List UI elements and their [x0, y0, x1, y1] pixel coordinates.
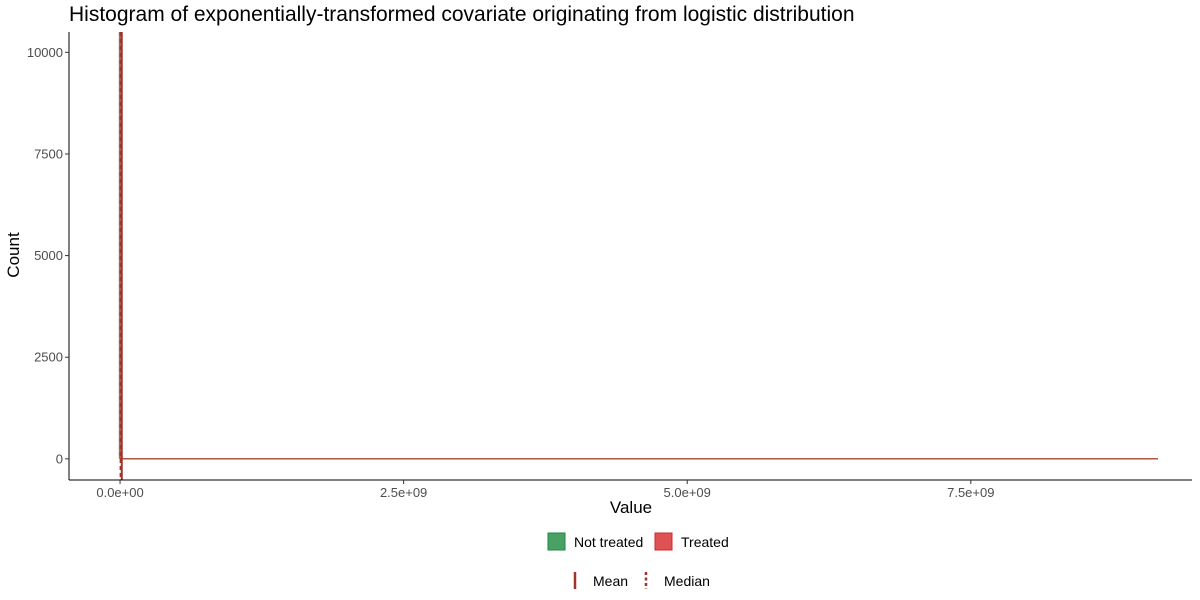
y-tick-label: 10000	[27, 45, 63, 60]
y-tick-label: 7500	[34, 146, 63, 161]
x-tick-label: 2.5e+09	[380, 485, 427, 500]
legend-groups: Not treated Treated	[547, 532, 729, 551]
legend-key-not-treated	[547, 532, 566, 551]
legend-key-treated	[654, 532, 673, 551]
plot-area	[118, 32, 1158, 480]
legend-reference-lines: Mean Median	[573, 572, 710, 589]
x-tick-label: 0.0e+00	[96, 485, 143, 500]
y-tick-label: 2500	[34, 350, 63, 365]
y-axis-title: Count	[4, 232, 23, 278]
x-tick-label: 5.0e+09	[664, 485, 711, 500]
x-axis-ticks: 0.0e+00 2.5e+09 5.0e+09 7.5e+09	[96, 480, 994, 500]
chart-title: Histogram of exponentially-transformed c…	[69, 3, 855, 26]
x-tick-label: 7.5e+09	[947, 485, 994, 500]
legend-label-median: Median	[664, 573, 710, 589]
y-tick-label: 0	[56, 451, 63, 466]
y-axis-ticks: 0 2500 5000 7500 10000	[27, 45, 69, 466]
legend-label-mean: Mean	[593, 573, 628, 589]
axes	[68, 32, 1192, 481]
legend-label-not-treated: Not treated	[574, 534, 643, 550]
y-tick-label: 5000	[34, 248, 63, 263]
legend-label-treated: Treated	[681, 534, 729, 550]
x-axis-title: Value	[610, 498, 652, 517]
